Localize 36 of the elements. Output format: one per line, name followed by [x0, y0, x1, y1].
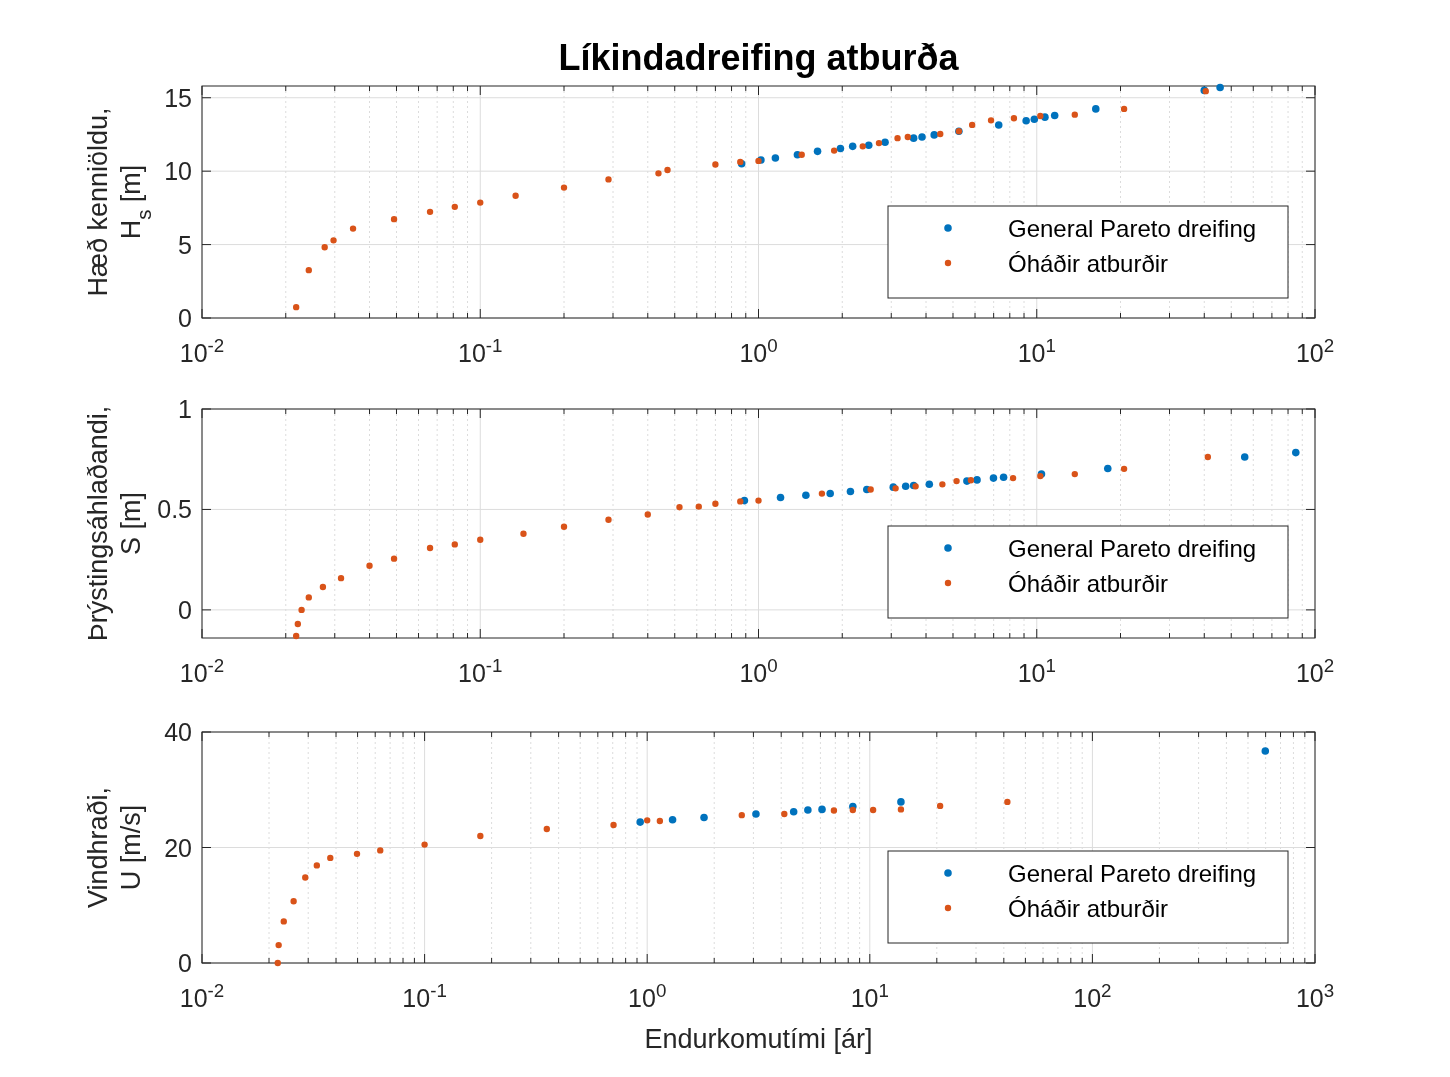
x-tick-label: 10$^{0}$: [739, 654, 778, 687]
y-tick-label: 20: [164, 833, 192, 862]
legend-label: Óháðir atburðir: [1008, 570, 1169, 597]
x-axis-title: Endurkomutími [ár]: [644, 1024, 873, 1054]
x-tick-label: 10$^{1}$: [1017, 334, 1056, 367]
y-tick-label: 15: [164, 83, 192, 112]
y-axis-title: Vindhraði, U [m/s]: [83, 786, 146, 909]
chart-title: Líkindadreifing atburða: [558, 37, 960, 78]
x-tick-label: 10$^{2}$: [1295, 654, 1335, 687]
x-tick-label: 10$^{-2}$: [179, 334, 225, 367]
y-tick-label: 40: [164, 718, 192, 746]
y-tick-label: 0: [178, 949, 192, 977]
x-tick-label: 10$^{1}$: [850, 979, 889, 1012]
x-tick-label: 10$^{-2}$: [179, 979, 225, 1012]
x-tick-label: 10$^{0}$: [628, 979, 667, 1012]
legend-label: General Pareto dreifing: [1008, 535, 1257, 562]
x-tick-label: 10$^{-1}$: [458, 334, 503, 367]
x-tick-label: 10$^{1}$: [1017, 654, 1056, 687]
legend-label: Óháðir atburðir: [1008, 250, 1169, 277]
y-tick-label: 0: [178, 304, 192, 332]
x-tick-label: 10$^{-1}$: [458, 654, 503, 687]
y-tick-label: 1: [178, 395, 192, 423]
x-tick-label: 10$^{0}$: [739, 334, 778, 367]
x-tick-label: 10$^{2}$: [1073, 979, 1112, 1012]
x-tick-label: 10$^{3}$: [1295, 979, 1335, 1012]
legend-label: Óháðir atburðir: [1008, 895, 1169, 922]
y-tick-label: 5: [178, 230, 192, 259]
y-axis-title: Þrýstingsáhlaðandi, S [m]: [83, 405, 146, 642]
y-tick-label: 0.5: [157, 495, 192, 524]
y-tick-label: 0: [178, 595, 192, 624]
x-tick-label: 10$^{-2}$: [179, 654, 225, 687]
y-tick-label: 10: [164, 157, 192, 186]
x-tick-label: 10$^{-1}$: [402, 979, 447, 1012]
x-tick-label: 10$^{2}$: [1295, 334, 1335, 367]
legend-label: General Pareto dreifing: [1008, 860, 1257, 887]
legend-label: General Pareto dreifing: [1008, 215, 1257, 242]
